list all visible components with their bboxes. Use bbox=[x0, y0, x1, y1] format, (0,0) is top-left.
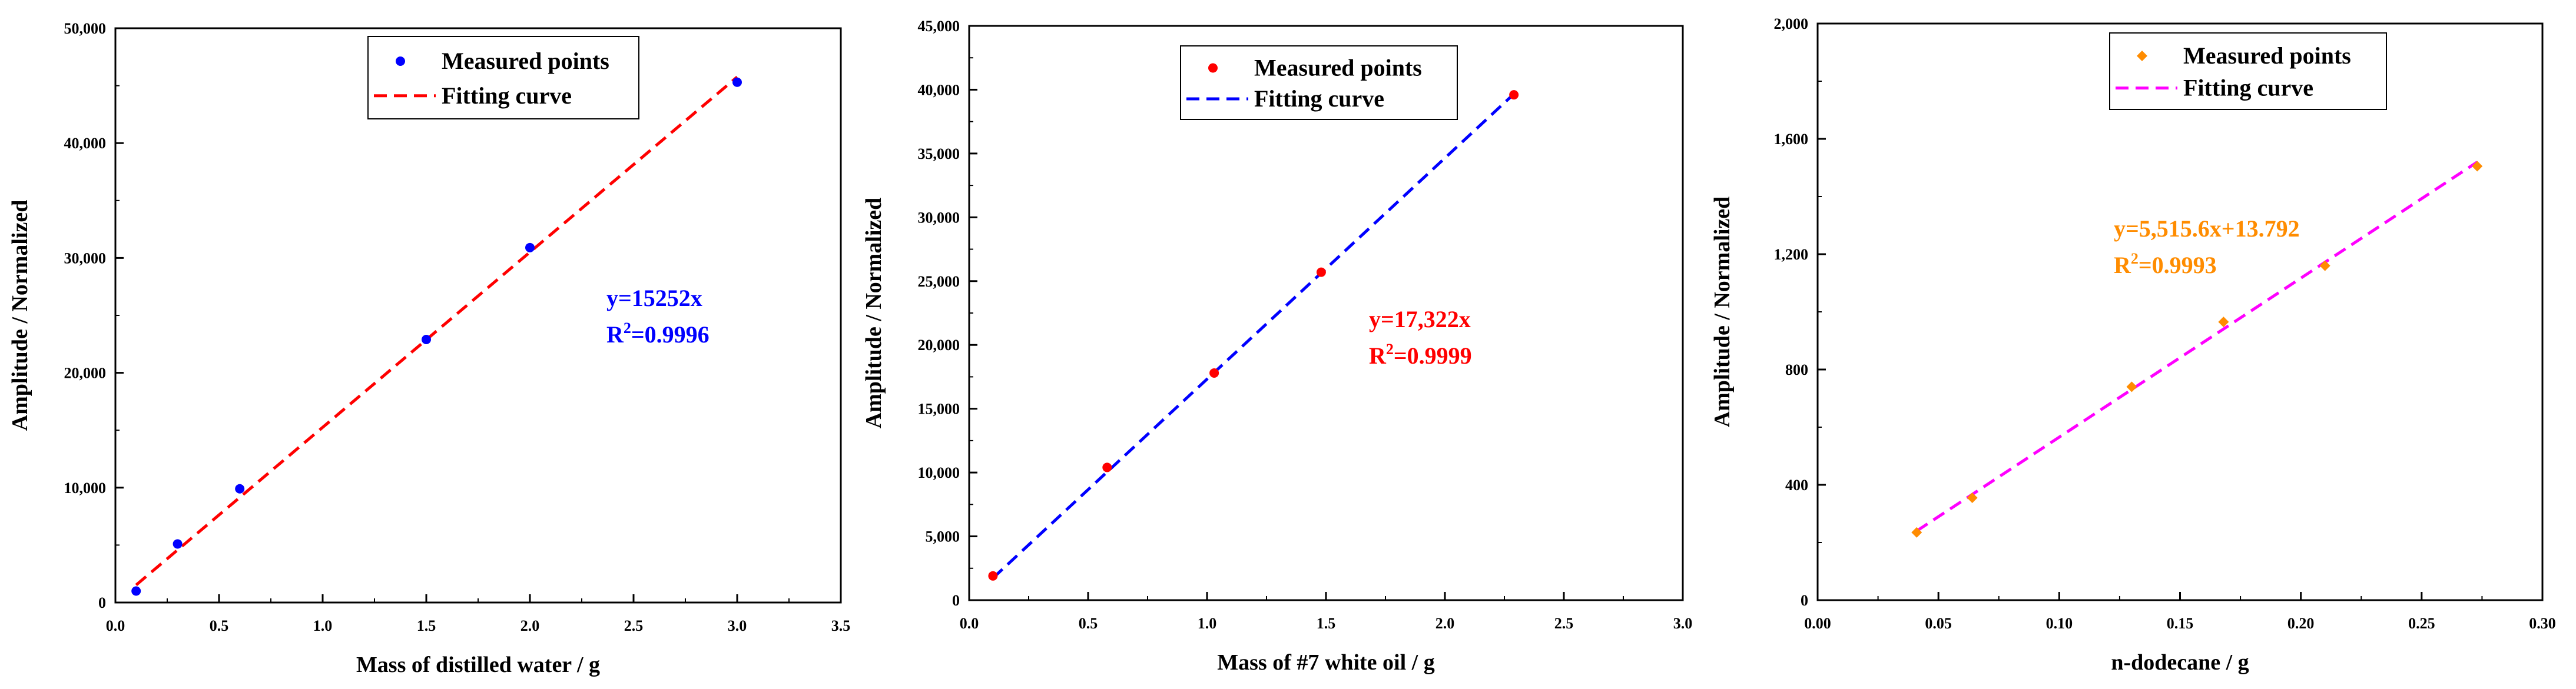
data-point bbox=[1102, 462, 1112, 472]
x-tick-label: 0.0 bbox=[960, 615, 979, 632]
legend-label-fit: Fitting curve bbox=[1254, 85, 1384, 112]
y-tick-label: 5,000 bbox=[926, 528, 960, 545]
fitting-curve bbox=[1915, 161, 2478, 532]
data-point bbox=[1911, 527, 1922, 538]
x-tick-label: 2.5 bbox=[624, 617, 644, 634]
data-point bbox=[1967, 492, 1978, 504]
y-tick-label: 800 bbox=[1785, 361, 1808, 378]
x-tick-label: 1.5 bbox=[1317, 615, 1336, 632]
x-tick-label: 1.5 bbox=[417, 617, 436, 634]
data-point bbox=[235, 484, 245, 494]
y-tick-label: 10,000 bbox=[918, 464, 960, 481]
x-tick-label: 2.5 bbox=[1554, 615, 1574, 632]
legend-label-points: Measured points bbox=[2183, 42, 2351, 69]
x-tick-label: 0.30 bbox=[2529, 615, 2556, 632]
data-point bbox=[988, 571, 998, 581]
r-squared: R2=0.9999 bbox=[1369, 341, 1472, 369]
chart-1: 0.0 0.5 1.0 1.5 2.0 2.5 3.0 3.5 0 10,000 20,000 30,… bbox=[8, 20, 850, 677]
legend: Measured points Fitting curve bbox=[1180, 45, 1458, 120]
x-axis-label: Mass of #7 white oil / g bbox=[1217, 650, 1434, 675]
x-tick-label: 3.0 bbox=[1673, 615, 1693, 632]
r-squared: R2=0.9993 bbox=[2114, 250, 2217, 278]
data-point bbox=[2218, 317, 2229, 328]
legend-label-fit: Fitting curve bbox=[442, 82, 572, 109]
y-tick-label: 20,000 bbox=[64, 365, 107, 382]
y-tick-label: 2,000 bbox=[1774, 15, 1809, 32]
x-tick-label: 0.25 bbox=[2408, 615, 2435, 632]
x-tick-label: 1.0 bbox=[1198, 615, 1217, 632]
y-tick-label: 1,600 bbox=[1774, 131, 1809, 148]
x-tick-label: 2.0 bbox=[1435, 615, 1455, 632]
data-point bbox=[1209, 368, 1219, 378]
data-point bbox=[1509, 90, 1519, 100]
y-tick-label: 30,000 bbox=[918, 209, 960, 226]
y-axis-label: Amplitude / Normalized bbox=[1710, 197, 1735, 428]
y-tick-label: 40,000 bbox=[918, 81, 960, 98]
data-point bbox=[2472, 161, 2483, 172]
y-tick-label: 0 bbox=[1801, 592, 1808, 609]
fit-equation: y=5,515.6x+13.792 bbox=[2114, 215, 2300, 242]
x-tick-label: 0.5 bbox=[210, 617, 229, 634]
y-tick-label: 40,000 bbox=[64, 135, 107, 152]
legend-label-fit: Fitting curve bbox=[2183, 75, 2313, 101]
x-tick-label: 0.15 bbox=[2167, 615, 2194, 632]
x-tick-label: 1.0 bbox=[313, 617, 333, 634]
legend-marker bbox=[2137, 51, 2147, 61]
x-tick-label: 3.0 bbox=[728, 617, 747, 634]
data-point bbox=[173, 539, 183, 549]
y-tick-label: 0 bbox=[952, 592, 960, 609]
fit-equation: y=15252x bbox=[606, 285, 702, 311]
x-tick-label: 0.20 bbox=[2287, 615, 2315, 632]
fit-equation: y=17,322x bbox=[1369, 306, 1471, 332]
fitting-curve bbox=[992, 92, 1515, 580]
chart-3: 0.00 0.05 0.10 0.15 0.20 0.25 0.30 0 400 800 1,200… bbox=[1710, 15, 2556, 675]
fitting-curve bbox=[135, 75, 738, 587]
charts-container: 0.0 0.5 1.0 1.5 2.0 2.5 3.0 3.5 0 10,000 20,000 30,… bbox=[8, 15, 2556, 677]
y-tick-label: 35,000 bbox=[918, 145, 960, 162]
legend-box bbox=[1180, 45, 1458, 120]
y-tick-label: 20,000 bbox=[918, 337, 960, 354]
data-point bbox=[2126, 381, 2137, 392]
data-point bbox=[525, 242, 535, 252]
legend-marker bbox=[396, 56, 405, 66]
y-tick-label: 30,000 bbox=[64, 249, 107, 267]
legend-label-points: Measured points bbox=[442, 48, 609, 74]
x-axis-label: n-dodecane / g bbox=[2111, 650, 2249, 675]
x-tick-label: 0.05 bbox=[1925, 615, 1952, 632]
x-tick-label: 0.10 bbox=[2046, 615, 2073, 632]
legend: Measured points Fitting curve bbox=[2109, 32, 2387, 110]
y-tick-label: 1,200 bbox=[1774, 246, 1809, 263]
x-tick-label: 0.0 bbox=[106, 617, 125, 634]
data-point bbox=[131, 586, 141, 596]
x-tick-label: 2.0 bbox=[520, 617, 540, 634]
y-tick-label: 15,000 bbox=[918, 401, 960, 418]
y-tick-label: 45,000 bbox=[918, 18, 960, 35]
legend-box bbox=[367, 36, 639, 119]
x-tick-label: 0.5 bbox=[1079, 615, 1098, 632]
legend-label-points: Measured points bbox=[1254, 55, 1422, 81]
legend: Measured points Fitting curve bbox=[367, 36, 639, 119]
y-tick-label: 400 bbox=[1785, 477, 1808, 494]
y-tick-label: 0 bbox=[98, 594, 106, 611]
y-axis-label: Amplitude / Normalized bbox=[8, 200, 32, 431]
x-axis-label: Mass of distilled water / g bbox=[356, 653, 600, 677]
data-point bbox=[2319, 260, 2330, 271]
r-squared: R2=0.9996 bbox=[606, 319, 710, 348]
x-tick-label: 3.5 bbox=[831, 617, 851, 634]
y-tick-label: 25,000 bbox=[918, 273, 960, 290]
x-tick-label: 0.00 bbox=[1804, 615, 1831, 632]
data-point bbox=[422, 334, 431, 344]
legend-marker bbox=[1208, 63, 1218, 73]
data-point bbox=[1316, 267, 1326, 277]
legend-box bbox=[2109, 32, 2387, 110]
chart-2: 0.0 0.5 1.0 1.5 2.0 2.5 3.0 0 5,000 10,000 15,000 2… bbox=[861, 18, 1692, 675]
y-tick-label: 10,000 bbox=[64, 480, 107, 497]
y-axis-label: Amplitude / Normalized bbox=[861, 198, 886, 429]
data-point bbox=[732, 77, 742, 87]
y-tick-label: 50,000 bbox=[64, 20, 107, 37]
